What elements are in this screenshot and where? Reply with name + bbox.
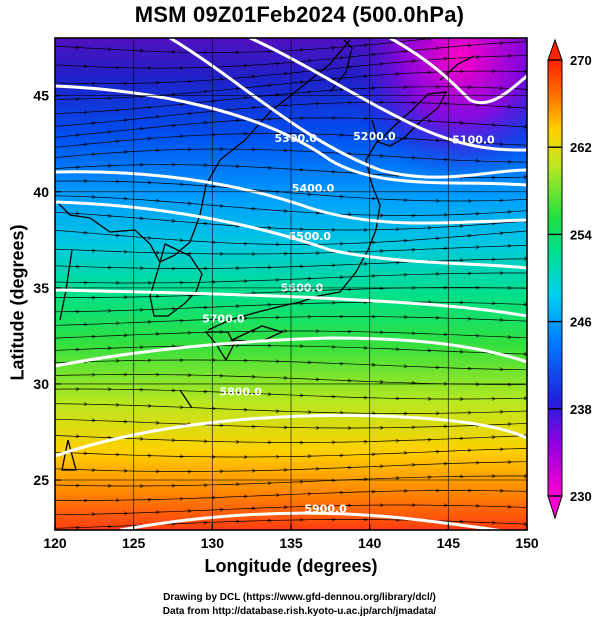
streamline <box>55 316 527 326</box>
streamline <box>55 229 527 245</box>
x-tick-label: 150 <box>515 535 539 551</box>
height-contours <box>55 38 527 530</box>
contour-label: 5700.0 <box>202 312 245 325</box>
streamline <box>55 86 527 115</box>
colorbar: 230 238 246 254 262 270 <box>547 38 592 520</box>
coastlines <box>55 39 475 471</box>
streamline <box>55 359 527 371</box>
colorbar-tick-label: 238 <box>570 402 592 417</box>
streamline <box>55 301 527 313</box>
chart-title: MSM 09Z01Feb2024 (500.0hPa) <box>134 2 465 27</box>
y-tick-label: 45 <box>33 88 49 104</box>
x-tick-label: 145 <box>437 535 461 551</box>
streamline <box>55 180 527 202</box>
contour-label: 5900.0 <box>304 503 347 516</box>
streamline <box>55 258 527 269</box>
contour-label: 5500.0 <box>289 230 332 243</box>
streamline <box>55 41 527 69</box>
x-axis-label: Longitude (degrees) <box>204 556 378 576</box>
contour-label: 5800.0 <box>219 385 262 398</box>
streamline <box>55 272 527 284</box>
y-tick-label: 35 <box>33 280 49 296</box>
contour-label: 5400.0 <box>292 182 335 195</box>
streamline <box>55 403 527 414</box>
y-tick-label: 25 <box>33 472 49 488</box>
x-tick-label: 125 <box>122 535 146 551</box>
streamline <box>55 70 527 100</box>
streamline <box>55 38 440 53</box>
contour-label: 5200.0 <box>353 130 396 143</box>
y-axis-label: Latitude (degrees) <box>7 224 28 381</box>
streamline <box>55 211 527 231</box>
x-tick-label: 140 <box>358 535 382 551</box>
axis-ticks: 120 125 130 135 140 145 150 25 30 35 40 45 <box>33 88 538 551</box>
colorbar-tick-label: 254 <box>570 227 592 242</box>
colorbar-tick-label: 270 <box>570 53 592 68</box>
y-tick-label: 40 <box>33 184 49 200</box>
colorbar-tick-label: 246 <box>570 315 592 330</box>
x-tick-label: 120 <box>43 535 67 551</box>
contour-label: 5300.0 <box>274 132 317 145</box>
credit-data: Data from http://database.rish.kyoto-u.a… <box>162 606 437 617</box>
streamline <box>55 475 527 487</box>
streamline <box>55 490 527 501</box>
colorbar-tick-label: 230 <box>570 489 592 504</box>
streamline <box>55 447 527 458</box>
colorbar-tick-label: 262 <box>570 140 592 155</box>
wind-arrow <box>370 54 375 55</box>
streamline <box>55 345 527 355</box>
contour-label: 5100.0 <box>452 134 495 147</box>
streamline <box>55 388 527 400</box>
grid <box>55 38 527 530</box>
x-tick-label: 135 <box>279 535 303 551</box>
x-tick-label: 130 <box>201 535 225 551</box>
streamline <box>55 519 527 529</box>
y-tick-label: 30 <box>33 376 49 392</box>
credit-drawing: Drawing by DCL (https://www.gfd-dennou.o… <box>163 592 436 603</box>
